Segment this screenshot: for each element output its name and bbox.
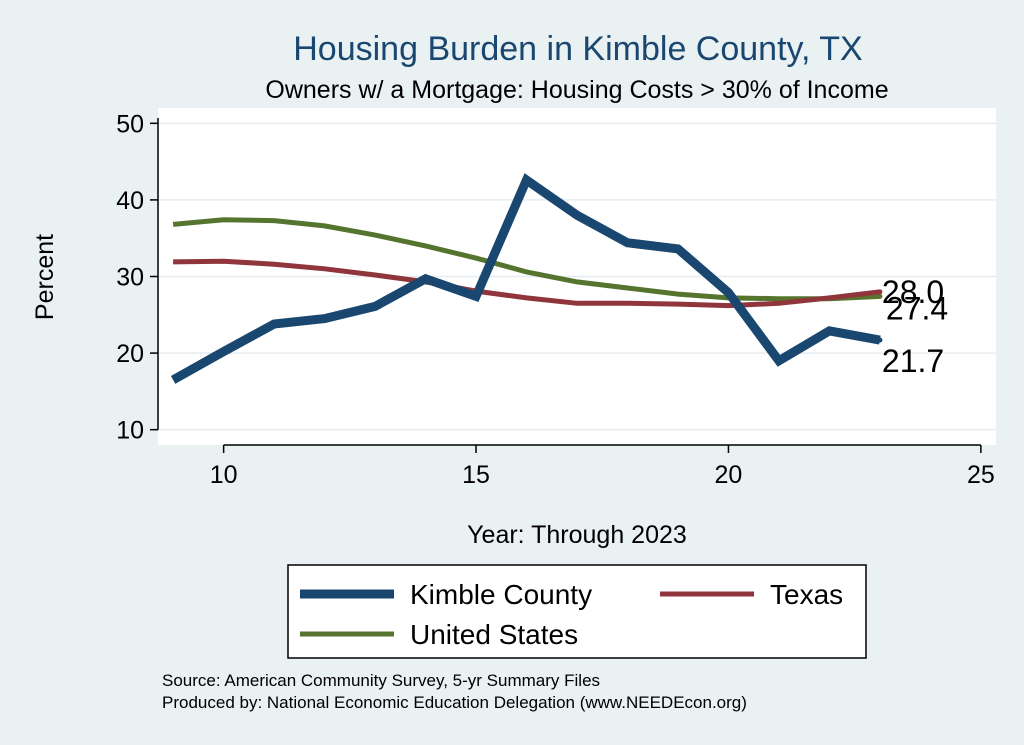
source-note: Source: American Community Survey, 5-yr …: [162, 671, 601, 690]
series-end-point: [877, 289, 883, 295]
x-axis-title: Year: Through 2023: [467, 521, 687, 549]
y-axis-title: Percent: [31, 234, 59, 320]
end-value-label: 27.4: [886, 290, 948, 326]
x-tick-label: 10: [210, 461, 238, 489]
chart-subtitle: Owners w/ a Mortgage: Housing Costs > 30…: [265, 76, 888, 104]
x-tick-label: 25: [967, 461, 995, 489]
series-line-united-states: [172, 217, 881, 302]
series-line-kimble-county: [170, 173, 881, 384]
y-tick-label: 20: [116, 340, 144, 368]
chart-title: Housing Burden in Kimble County, TX: [293, 30, 862, 68]
legend-label: United States: [410, 619, 578, 650]
legend-label: Texas: [770, 579, 843, 610]
y-tick-label: 50: [116, 110, 144, 138]
y-tick-label: 10: [116, 417, 144, 445]
series-end-point: [877, 293, 883, 299]
legend-label: Kimble County: [410, 579, 592, 610]
legend-box: [287, 564, 867, 659]
x-tick-label: 15: [462, 461, 490, 489]
y-tick-label: 30: [116, 264, 144, 292]
y-tick-label: 40: [116, 187, 144, 215]
end-value-label: 28.0: [882, 274, 944, 310]
x-tick-label: 20: [715, 461, 743, 489]
series-end-point: [877, 337, 883, 343]
legend: Kimble County Texas United States: [287, 564, 867, 659]
end-value-label: 21.7: [882, 343, 944, 379]
series-line-texas: [173, 258, 881, 309]
producer-note: Produced by: National Economic Education…: [162, 693, 747, 712]
